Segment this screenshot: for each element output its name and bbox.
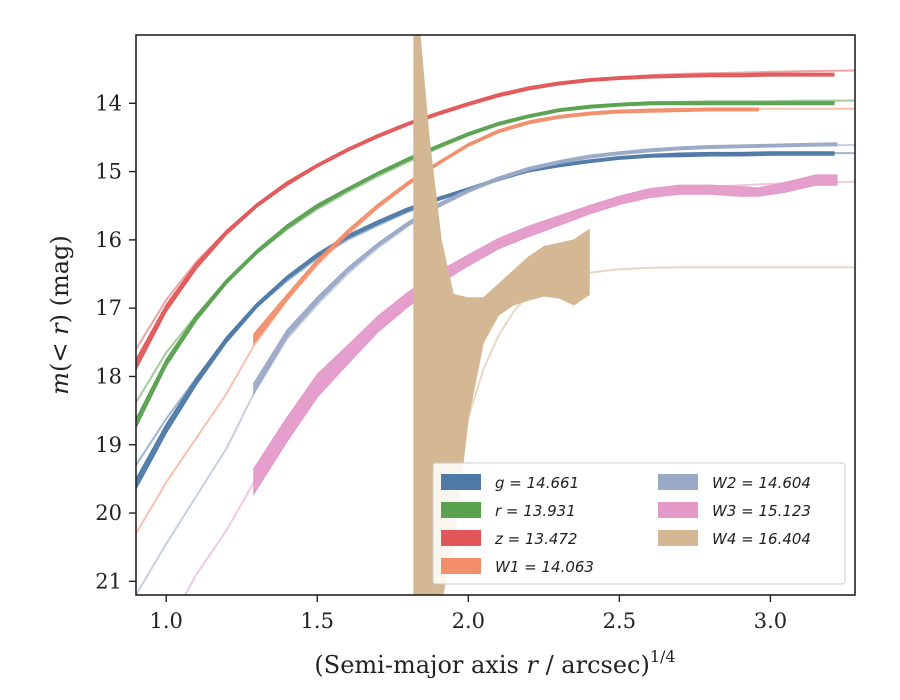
legend-items: g = 14.661 r = 13.931 z = 13.472 W1 = 14.06…: [441, 474, 811, 576]
legend-label-0: g = 14.661: [495, 474, 579, 492]
y-tick-label: 14: [95, 91, 122, 115]
series-1-measured-band: [136, 101, 835, 428]
x-tick-label: 2.0: [452, 609, 485, 633]
legend-label-1: r = 13.931: [495, 502, 576, 520]
legend-swatch-5: [658, 502, 698, 518]
y-tick-label: 15: [95, 160, 122, 184]
legend-label-6: W4 = 16.404: [712, 530, 811, 548]
plot-frame: [135, 34, 856, 596]
legend-frame: [432, 462, 846, 585]
series-0-measured-band: [136, 151, 835, 490]
y-tick-label: 18: [95, 364, 122, 388]
legend-swatch-2: [441, 530, 481, 546]
legend-label-5: W3 = 15.123: [712, 502, 811, 520]
legend-label-2: z = 13.472: [494, 530, 577, 548]
legend-swatch-0: [441, 474, 481, 490]
legend-label-3: W1 = 14.063: [495, 558, 594, 576]
y-tick-label: 16: [95, 228, 122, 252]
legend-label-4: W2 = 14.604: [712, 474, 811, 492]
x-axis-label: (Semi-major axis r / arcsec)1/4: [314, 647, 675, 679]
series-2: [136, 69, 855, 370]
legend-swatch-1: [441, 502, 481, 518]
y-tick-label: 19: [95, 433, 122, 457]
y-tick-label: 20: [95, 501, 122, 525]
legend-swatch-3: [441, 558, 481, 574]
x-tick-label: 1.5: [301, 609, 334, 633]
y-tick-label: 21: [95, 569, 122, 593]
series-layer: [136, 35, 855, 595]
y-tick-label: 17: [95, 296, 122, 320]
x-tick-label: 2.5: [603, 609, 636, 633]
legend-swatch-4: [658, 474, 698, 490]
ticks-layer: 1.0 1.5 2.0 2.5 3.0 14 15 16 17 18 19 20 21: [95, 91, 787, 633]
y-axis-label: m(< r) (mag): [46, 235, 74, 395]
series-1: [136, 99, 855, 428]
legend-swatch-6: [658, 530, 698, 546]
x-tick-label: 3.0: [754, 609, 787, 633]
legend: g = 14.661 r = 13.931 z = 13.472 W1 = 14.06…: [432, 462, 846, 585]
series-2-measured-band: [136, 72, 835, 370]
x-tick-label: 1.0: [150, 609, 183, 633]
